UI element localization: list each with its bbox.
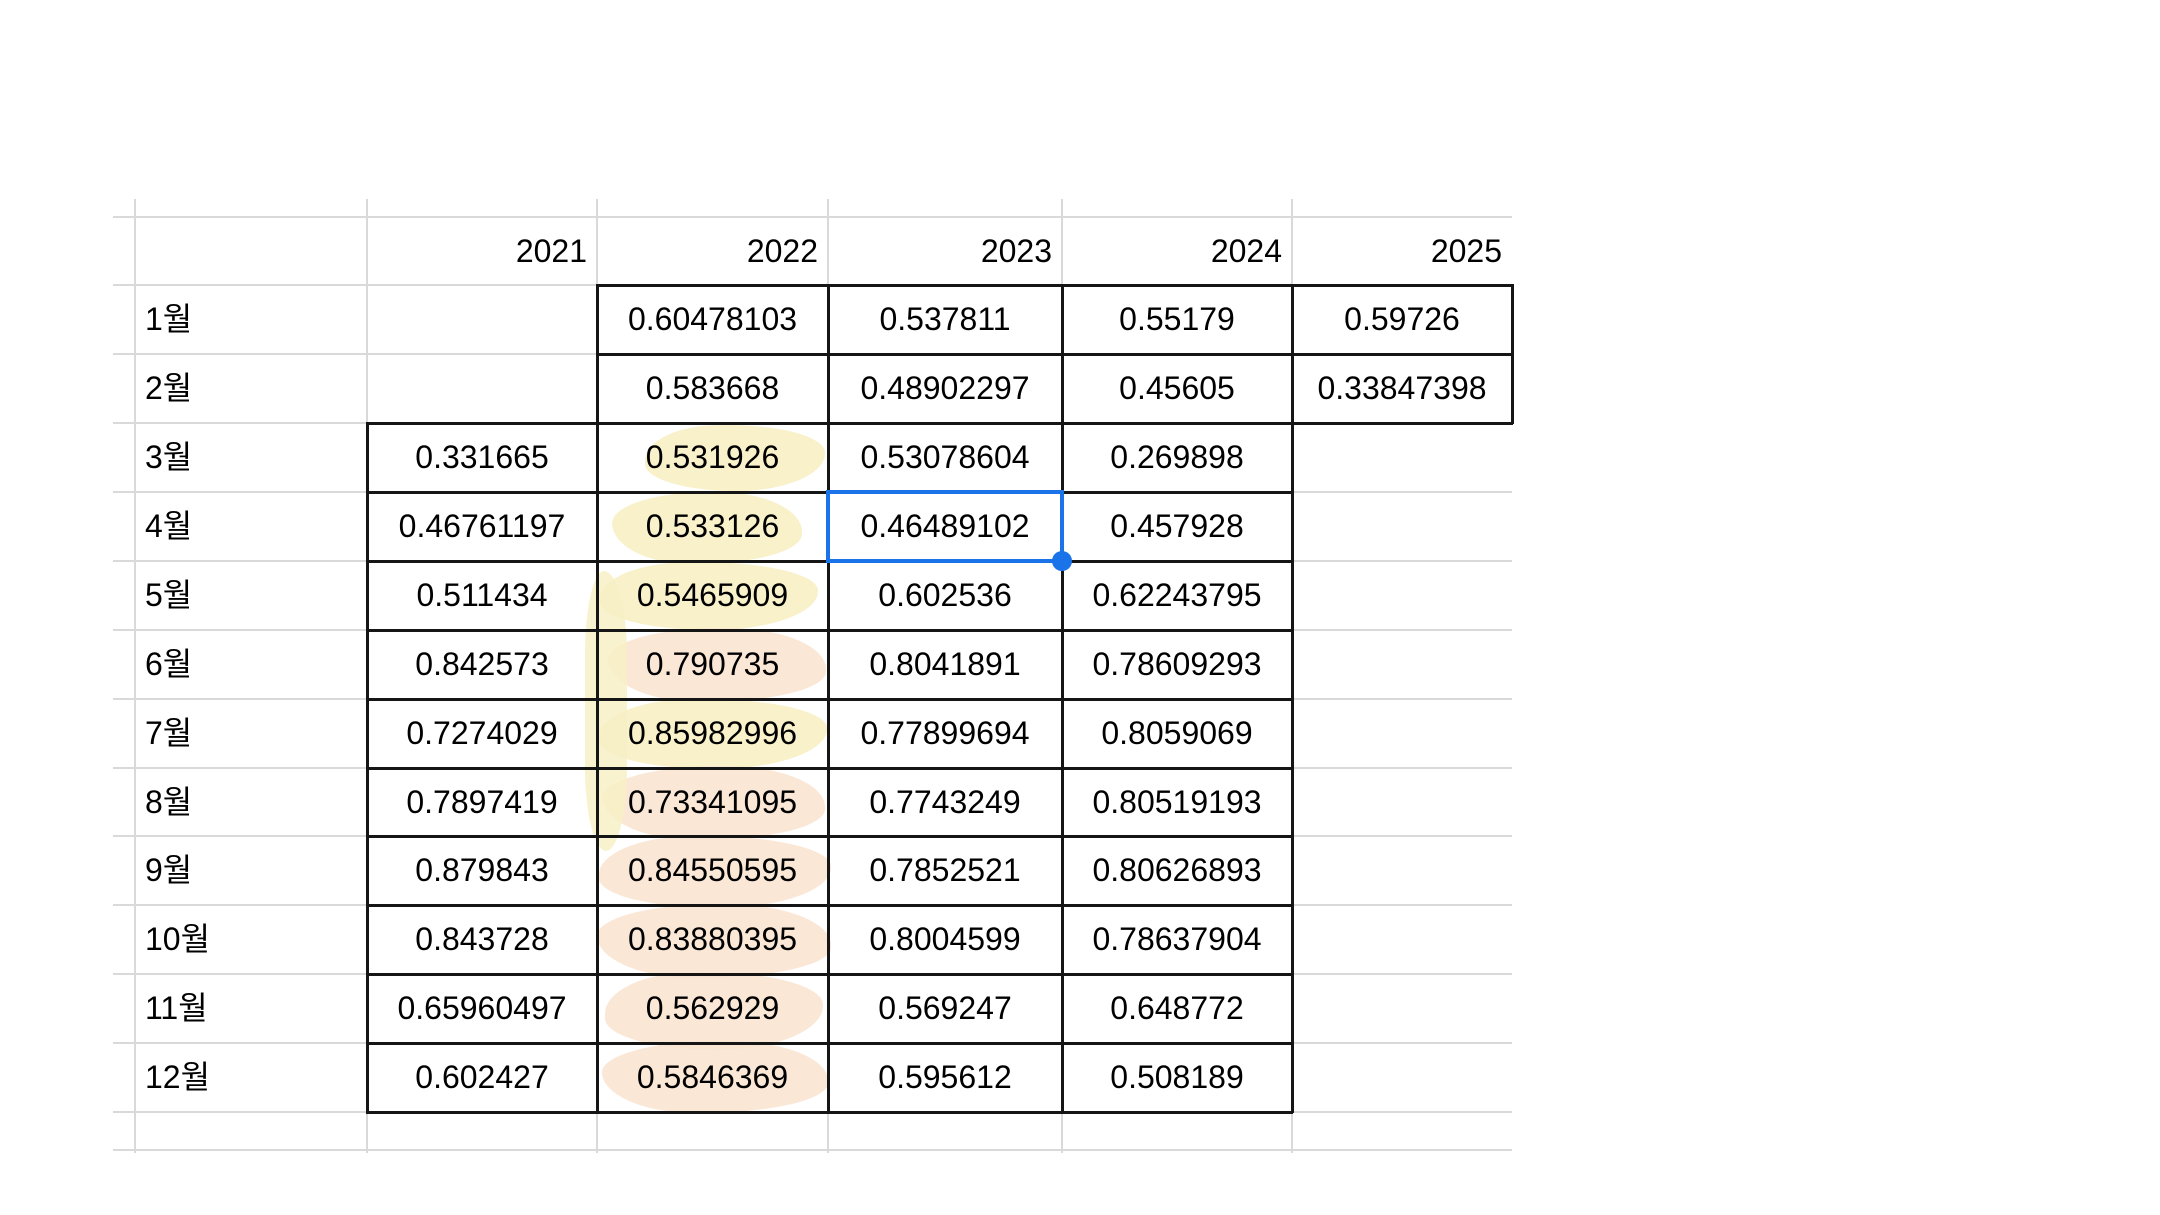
horizontal-gridline	[113, 1149, 1512, 1151]
cell-2025-month-6[interactable]	[1296, 630, 1508, 699]
cell-2024-month-10[interactable]: 0.78637904	[1066, 905, 1288, 974]
row-label-month-11[interactable]: 11월	[145, 974, 363, 1043]
cell-2022-month-7[interactable]: 0.85982996	[601, 699, 824, 768]
cell-2022-month-12[interactable]: 0.5846369	[601, 1043, 824, 1112]
cell-2021-month-4[interactable]: 0.46761197	[371, 492, 593, 561]
row-label-month-4[interactable]: 4월	[145, 492, 363, 561]
cell-2024-month-2[interactable]: 0.45605	[1066, 354, 1288, 423]
cell-2022-month-10[interactable]: 0.83880395	[601, 905, 824, 974]
cell-2025-month-8[interactable]	[1296, 768, 1508, 836]
cell-2022-month-1[interactable]: 0.60478103	[601, 285, 824, 354]
cell-2024-month-5[interactable]: 0.62243795	[1066, 561, 1288, 630]
cell-2024-month-3[interactable]: 0.269898	[1066, 423, 1288, 492]
cell-2021-month-6[interactable]: 0.842573	[371, 630, 593, 699]
row-label-month-3[interactable]: 3월	[145, 423, 363, 492]
cell-2023-month-2[interactable]: 0.48902297	[832, 354, 1058, 423]
column-header-2024[interactable]: 2024	[1062, 217, 1292, 285]
cell-2022-month-6[interactable]: 0.790735	[601, 630, 824, 699]
cell-2021-month-8[interactable]: 0.7897419	[371, 768, 593, 836]
cell-2024-month-8[interactable]: 0.80519193	[1066, 768, 1288, 836]
row-label-month-5[interactable]: 5월	[145, 561, 363, 630]
cell-2025-month-5[interactable]	[1296, 561, 1508, 630]
cell-2024-month-7[interactable]: 0.8059069	[1066, 699, 1288, 768]
cell-2023-month-9[interactable]: 0.7852521	[832, 836, 1058, 905]
cell-2022-month-8[interactable]: 0.73341095	[601, 768, 824, 836]
cell-2024-month-11[interactable]: 0.648772	[1066, 974, 1288, 1043]
row-label-month-10[interactable]: 10월	[145, 905, 363, 974]
cell-2025-month-1[interactable]: 0.59726	[1296, 285, 1508, 354]
cell-2023-month-3[interactable]: 0.53078604	[832, 423, 1058, 492]
cell-2021-month-7[interactable]: 0.7274029	[371, 699, 593, 768]
cell-2022-month-3[interactable]: 0.531926	[601, 423, 824, 492]
cell-2022-month-2[interactable]: 0.583668	[601, 354, 824, 423]
column-header-2023[interactable]: 2023	[828, 217, 1062, 285]
cell-2022-month-9[interactable]: 0.84550595	[601, 836, 824, 905]
cell-2023-month-6[interactable]: 0.8041891	[832, 630, 1058, 699]
cell-2022-month-5[interactable]: 0.5465909	[601, 561, 824, 630]
column-header-2021[interactable]: 2021	[367, 217, 597, 285]
row-label-month-6[interactable]: 6월	[145, 630, 363, 699]
cell-2024-month-1[interactable]: 0.55179	[1066, 285, 1288, 354]
cell-2024-month-6[interactable]: 0.78609293	[1066, 630, 1288, 699]
cell-2021-month-10[interactable]: 0.843728	[371, 905, 593, 974]
fill-handle[interactable]	[1052, 551, 1072, 571]
cell-2021-month-1[interactable]	[371, 285, 593, 354]
cell-2023-month-11[interactable]: 0.569247	[832, 974, 1058, 1043]
cell-2021-month-9[interactable]: 0.879843	[371, 836, 593, 905]
row-label-month-9[interactable]: 9월	[145, 836, 363, 905]
column-header-2022[interactable]: 2022	[597, 217, 828, 285]
cell-2025-month-11[interactable]	[1296, 974, 1508, 1043]
cell-2023-month-1[interactable]: 0.537811	[832, 285, 1058, 354]
cell-2021-month-12[interactable]: 0.602427	[371, 1043, 593, 1112]
cell-2023-month-10[interactable]: 0.8004599	[832, 905, 1058, 974]
cell-2025-month-7[interactable]	[1296, 699, 1508, 768]
selected-cell-border	[826, 490, 1064, 563]
cell-2022-month-4[interactable]: 0.533126	[601, 492, 824, 561]
vertical-gridline	[134, 199, 136, 1153]
row-label-month-7[interactable]: 7월	[145, 699, 363, 768]
cell-2021-month-2[interactable]	[371, 354, 593, 423]
cell-2025-month-4[interactable]	[1296, 492, 1508, 561]
cell-2025-month-12[interactable]	[1296, 1043, 1508, 1112]
cell-2024-month-12[interactable]: 0.508189	[1066, 1043, 1288, 1112]
cell-2025-month-2[interactable]: 0.33847398	[1296, 354, 1508, 423]
cell-2021-month-3[interactable]: 0.331665	[371, 423, 593, 492]
cell-2024-month-4[interactable]: 0.457928	[1066, 492, 1288, 561]
cell-2025-month-3[interactable]	[1296, 423, 1508, 492]
spreadsheet-canvas: 20212022202320242025 1월 0.604781030.537811…	[0, 0, 2160, 1215]
cell-2021-month-11[interactable]: 0.65960497	[371, 974, 593, 1043]
cell-2025-month-10[interactable]	[1296, 905, 1508, 974]
cell-2023-month-5[interactable]: 0.602536	[832, 561, 1058, 630]
cell-2023-month-8[interactable]: 0.7743249	[832, 768, 1058, 836]
cell-2023-month-7[interactable]: 0.77899694	[832, 699, 1058, 768]
cell-2024-month-9[interactable]: 0.80626893	[1066, 836, 1288, 905]
cell-2021-month-5[interactable]: 0.511434	[371, 561, 593, 630]
column-header-2025[interactable]: 2025	[1292, 217, 1512, 285]
row-label-month-2[interactable]: 2월	[145, 354, 363, 423]
row-label-month-8[interactable]: 8월	[145, 768, 363, 836]
cell-2025-month-9[interactable]	[1296, 836, 1508, 905]
row-label-month-12[interactable]: 12월	[145, 1043, 363, 1112]
row-label-month-1[interactable]: 1월	[145, 285, 363, 354]
cell-2023-month-12[interactable]: 0.595612	[832, 1043, 1058, 1112]
cell-2022-month-11[interactable]: 0.562929	[601, 974, 824, 1043]
